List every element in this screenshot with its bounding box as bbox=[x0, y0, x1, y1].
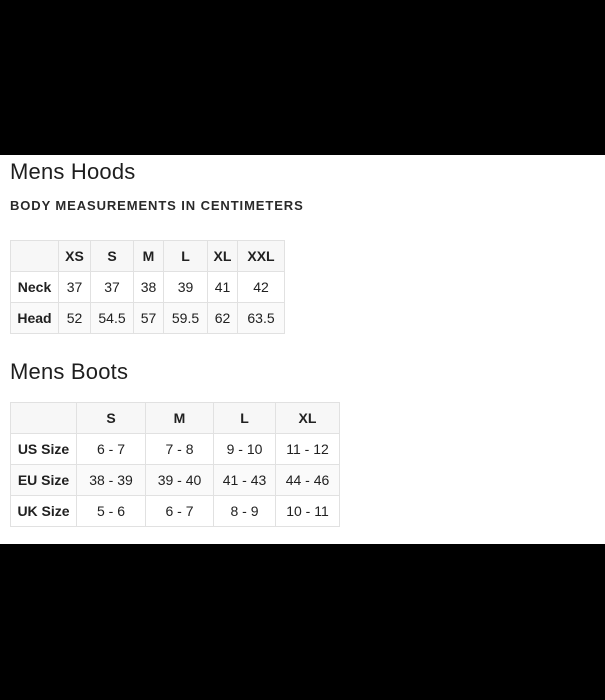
row-label-neck: Neck bbox=[10, 271, 59, 303]
column-header-xl: XL bbox=[207, 240, 238, 272]
column-header-xxl: XXL bbox=[237, 240, 285, 272]
table-cell: 41 bbox=[207, 271, 238, 303]
row-label-uk-size: UK Size bbox=[10, 495, 77, 527]
table-header-row: S M L XL bbox=[10, 402, 340, 434]
row-label-us-size: US Size bbox=[10, 433, 77, 465]
mens-boots-size-table: S M L XL US Size 6 - 7 7 - 8 9 - 10 11 -… bbox=[10, 402, 340, 527]
corner-cell bbox=[10, 240, 59, 272]
column-header-m: M bbox=[145, 402, 214, 434]
table-cell: 39 - 40 bbox=[145, 464, 214, 496]
row-label-head: Head bbox=[10, 302, 59, 334]
top-black-bar bbox=[0, 0, 605, 155]
table-cell: 10 - 11 bbox=[275, 495, 340, 527]
column-header-l: L bbox=[163, 240, 208, 272]
table-cell: 37 bbox=[58, 271, 91, 303]
table-cell: 5 - 6 bbox=[76, 495, 146, 527]
table-row-uk-size: UK Size 5 - 6 6 - 7 8 - 9 10 - 11 bbox=[10, 495, 340, 527]
table-cell: 37 bbox=[90, 271, 134, 303]
table-cell: 6 - 7 bbox=[76, 433, 146, 465]
size-chart-content: Mens Hoods BODY MEASUREMENTS IN CENTIMET… bbox=[0, 155, 605, 544]
table-row-us-size: US Size 6 - 7 7 - 8 9 - 10 11 - 12 bbox=[10, 433, 340, 465]
table-cell: 11 - 12 bbox=[275, 433, 340, 465]
table-cell: 6 - 7 bbox=[145, 495, 214, 527]
table-cell: 52 bbox=[58, 302, 91, 334]
mens-hoods-size-table: XS S M L XL XXL Neck 37 37 38 39 41 42 H… bbox=[10, 240, 285, 334]
row-label-eu-size: EU Size bbox=[10, 464, 77, 496]
table-cell: 59.5 bbox=[163, 302, 208, 334]
bottom-black-bar bbox=[0, 544, 605, 700]
table-header-row: XS S M L XL XXL bbox=[10, 240, 285, 272]
column-header-s: S bbox=[76, 402, 146, 434]
table-cell: 7 - 8 bbox=[145, 433, 214, 465]
section-title-mens-hoods: Mens Hoods bbox=[10, 159, 136, 184]
table-row-head: Head 52 54.5 57 59.5 62 63.5 bbox=[10, 302, 285, 334]
table-cell: 38 bbox=[133, 271, 164, 303]
table-row-neck: Neck 37 37 38 39 41 42 bbox=[10, 271, 285, 303]
column-header-xs: XS bbox=[58, 240, 91, 272]
table-cell: 54.5 bbox=[90, 302, 134, 334]
table-cell: 57 bbox=[133, 302, 164, 334]
section-title-mens-boots: Mens Boots bbox=[10, 359, 129, 384]
table-cell: 39 bbox=[163, 271, 208, 303]
corner-cell bbox=[10, 402, 77, 434]
table-cell: 62 bbox=[207, 302, 238, 334]
table-cell: 41 - 43 bbox=[213, 464, 276, 496]
table-cell: 44 - 46 bbox=[275, 464, 340, 496]
body-measurements-subtitle: BODY MEASUREMENTS IN CENTIMETERS bbox=[10, 198, 304, 213]
table-cell: 9 - 10 bbox=[213, 433, 276, 465]
table-cell: 38 - 39 bbox=[76, 464, 146, 496]
table-cell: 8 - 9 bbox=[213, 495, 276, 527]
table-cell: 42 bbox=[237, 271, 285, 303]
column-header-s: S bbox=[90, 240, 134, 272]
column-header-m: M bbox=[133, 240, 164, 272]
table-row-eu-size: EU Size 38 - 39 39 - 40 41 - 43 44 - 46 bbox=[10, 464, 340, 496]
table-cell: 63.5 bbox=[237, 302, 285, 334]
column-header-l: L bbox=[213, 402, 276, 434]
column-header-xl: XL bbox=[275, 402, 340, 434]
